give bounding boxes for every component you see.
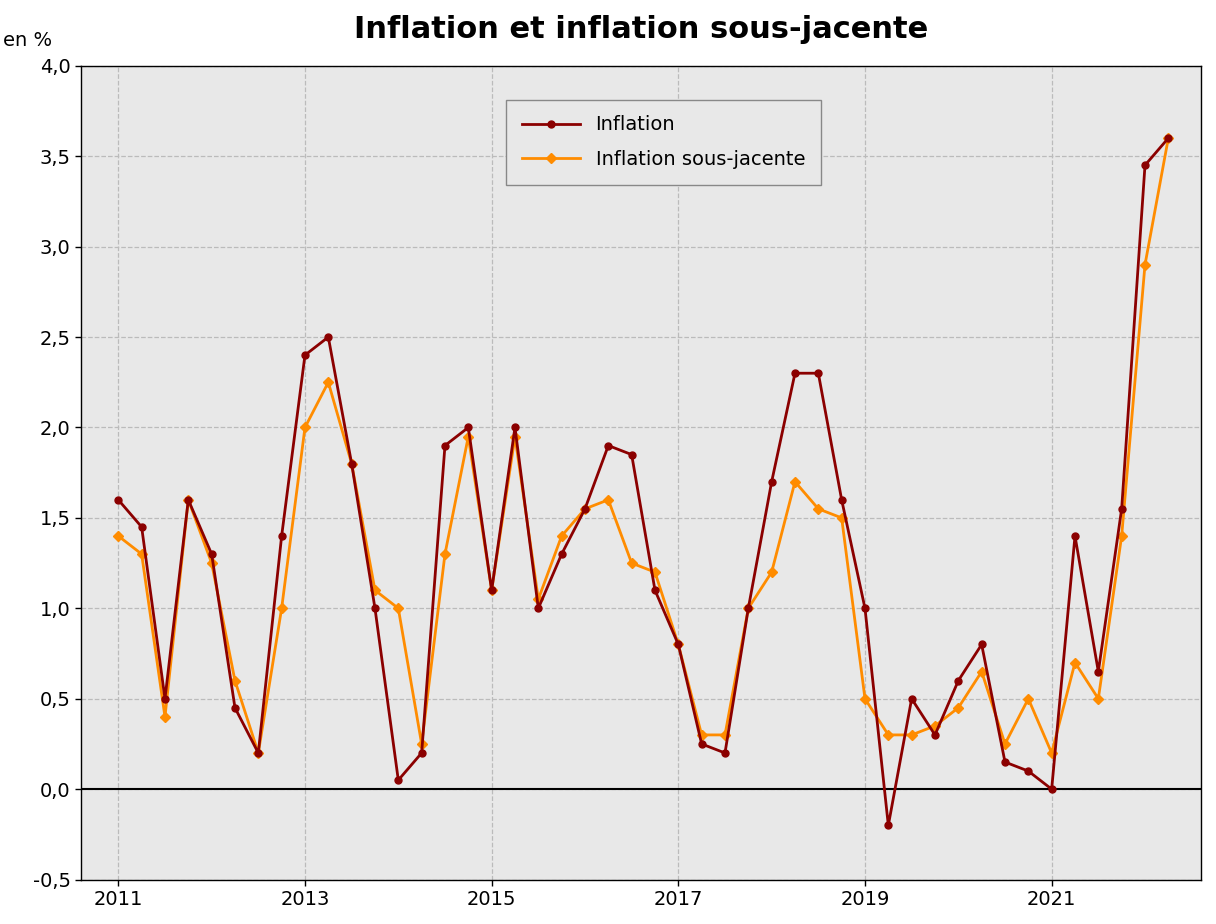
Inflation sous-jacente (834, 512, 849, 523)
Inflation sous-jacente (905, 729, 919, 740)
Inflation sous-jacente (788, 476, 803, 487)
Inflation (834, 494, 849, 505)
Inflation sous-jacente (671, 638, 686, 650)
Inflation sous-jacente (1021, 693, 1036, 704)
Inflation (648, 585, 663, 596)
Inflation (227, 702, 242, 713)
Inflation sous-jacente (1114, 530, 1128, 541)
Inflation sous-jacente (227, 675, 242, 687)
Inflation sous-jacente (1138, 259, 1153, 270)
Inflation (250, 748, 265, 759)
Inflation (601, 440, 615, 451)
Inflation sous-jacente (951, 702, 966, 713)
Inflation (951, 675, 966, 687)
Inflation (882, 820, 896, 831)
Inflation (275, 530, 289, 541)
Text: en %: en % (2, 30, 52, 50)
Inflation (134, 521, 148, 532)
Title: Inflation et inflation sous-jacente: Inflation et inflation sous-jacente (354, 15, 928, 44)
Inflation (1021, 765, 1036, 776)
Inflation sous-jacente (624, 557, 638, 568)
Inflation (741, 602, 755, 614)
Inflation (624, 449, 638, 460)
Inflation (204, 549, 219, 560)
Inflation sous-jacente (531, 594, 546, 605)
Inflation (531, 602, 546, 614)
Inflation sous-jacente (484, 585, 499, 596)
Inflation sous-jacente (367, 585, 382, 596)
Inflation sous-jacente (1091, 693, 1105, 704)
Inflation (484, 585, 499, 596)
Inflation (321, 332, 336, 343)
Inflation sous-jacente (508, 431, 523, 442)
Inflation sous-jacente (1045, 748, 1059, 759)
Inflation sous-jacente (438, 549, 452, 560)
Inflation sous-jacente (134, 549, 148, 560)
Inflation (367, 602, 382, 614)
Inflation sous-jacente (554, 530, 569, 541)
Line: Inflation sous-jacente: Inflation sous-jacente (114, 135, 1172, 757)
Inflation sous-jacente (321, 377, 336, 388)
Inflation (392, 774, 406, 785)
Inflation (508, 422, 523, 433)
Inflation sous-jacente (275, 602, 289, 614)
Inflation (461, 422, 475, 433)
Inflation sous-jacente (1068, 657, 1082, 668)
Inflation (717, 748, 732, 759)
Inflation sous-jacente (1161, 132, 1176, 143)
Inflation (1161, 132, 1176, 143)
Inflation sous-jacente (181, 494, 196, 505)
Inflation (415, 748, 429, 759)
Inflation (344, 458, 359, 469)
Inflation sous-jacente (882, 729, 896, 740)
Inflation sous-jacente (741, 602, 755, 614)
Inflation sous-jacente (765, 566, 779, 578)
Inflation sous-jacente (694, 729, 709, 740)
Inflation (438, 440, 452, 451)
Inflation sous-jacente (717, 729, 732, 740)
Inflation (765, 476, 779, 487)
Inflation (694, 738, 709, 749)
Inflation sous-jacente (648, 566, 663, 578)
Inflation (1138, 160, 1153, 171)
Line: Inflation: Inflation (114, 135, 1172, 829)
Inflation sous-jacente (601, 494, 615, 505)
Inflation (671, 638, 686, 650)
Inflation sous-jacente (415, 738, 429, 749)
Inflation sous-jacente (298, 422, 313, 433)
Inflation (997, 757, 1012, 768)
Inflation sous-jacente (997, 738, 1012, 749)
Inflation (974, 638, 989, 650)
Inflation (857, 602, 872, 614)
Inflation sous-jacente (111, 530, 125, 541)
Inflation (1091, 666, 1105, 677)
Inflation sous-jacente (461, 431, 475, 442)
Inflation sous-jacente (974, 666, 989, 677)
Inflation sous-jacente (928, 721, 942, 732)
Inflation (1045, 784, 1059, 795)
Inflation sous-jacente (392, 602, 406, 614)
Inflation (158, 693, 173, 704)
Inflation (1068, 530, 1082, 541)
Inflation (578, 504, 592, 515)
Inflation sous-jacente (578, 504, 592, 515)
Inflation (905, 693, 919, 704)
Inflation (811, 368, 826, 379)
Inflation (298, 349, 313, 360)
Inflation (1114, 504, 1128, 515)
Inflation sous-jacente (204, 557, 219, 568)
Inflation (111, 494, 125, 505)
Inflation (928, 729, 942, 740)
Inflation sous-jacente (344, 458, 359, 469)
Inflation sous-jacente (811, 504, 826, 515)
Inflation (181, 494, 196, 505)
Inflation sous-jacente (857, 693, 872, 704)
Inflation (788, 368, 803, 379)
Inflation sous-jacente (158, 711, 173, 723)
Inflation sous-jacente (250, 748, 265, 759)
Legend: Inflation, Inflation sous-jacente: Inflation, Inflation sous-jacente (506, 100, 821, 185)
Inflation (554, 549, 569, 560)
